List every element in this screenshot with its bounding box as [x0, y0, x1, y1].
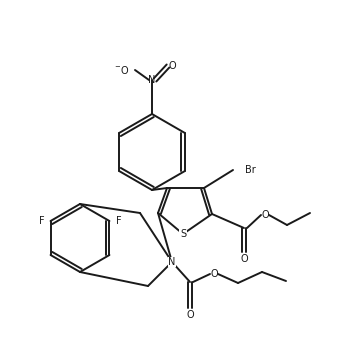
Text: F: F	[39, 216, 44, 226]
Text: Br: Br	[245, 165, 256, 175]
Text: S: S	[180, 229, 186, 239]
Text: N: N	[148, 75, 156, 85]
Text: F: F	[116, 216, 121, 226]
Text: O: O	[240, 254, 248, 264]
Text: O: O	[186, 310, 194, 320]
Text: O: O	[168, 61, 176, 71]
Text: O: O	[261, 210, 269, 220]
Text: $^{-}$O: $^{-}$O	[114, 64, 129, 76]
Text: O: O	[210, 269, 218, 279]
Text: N: N	[168, 257, 176, 267]
